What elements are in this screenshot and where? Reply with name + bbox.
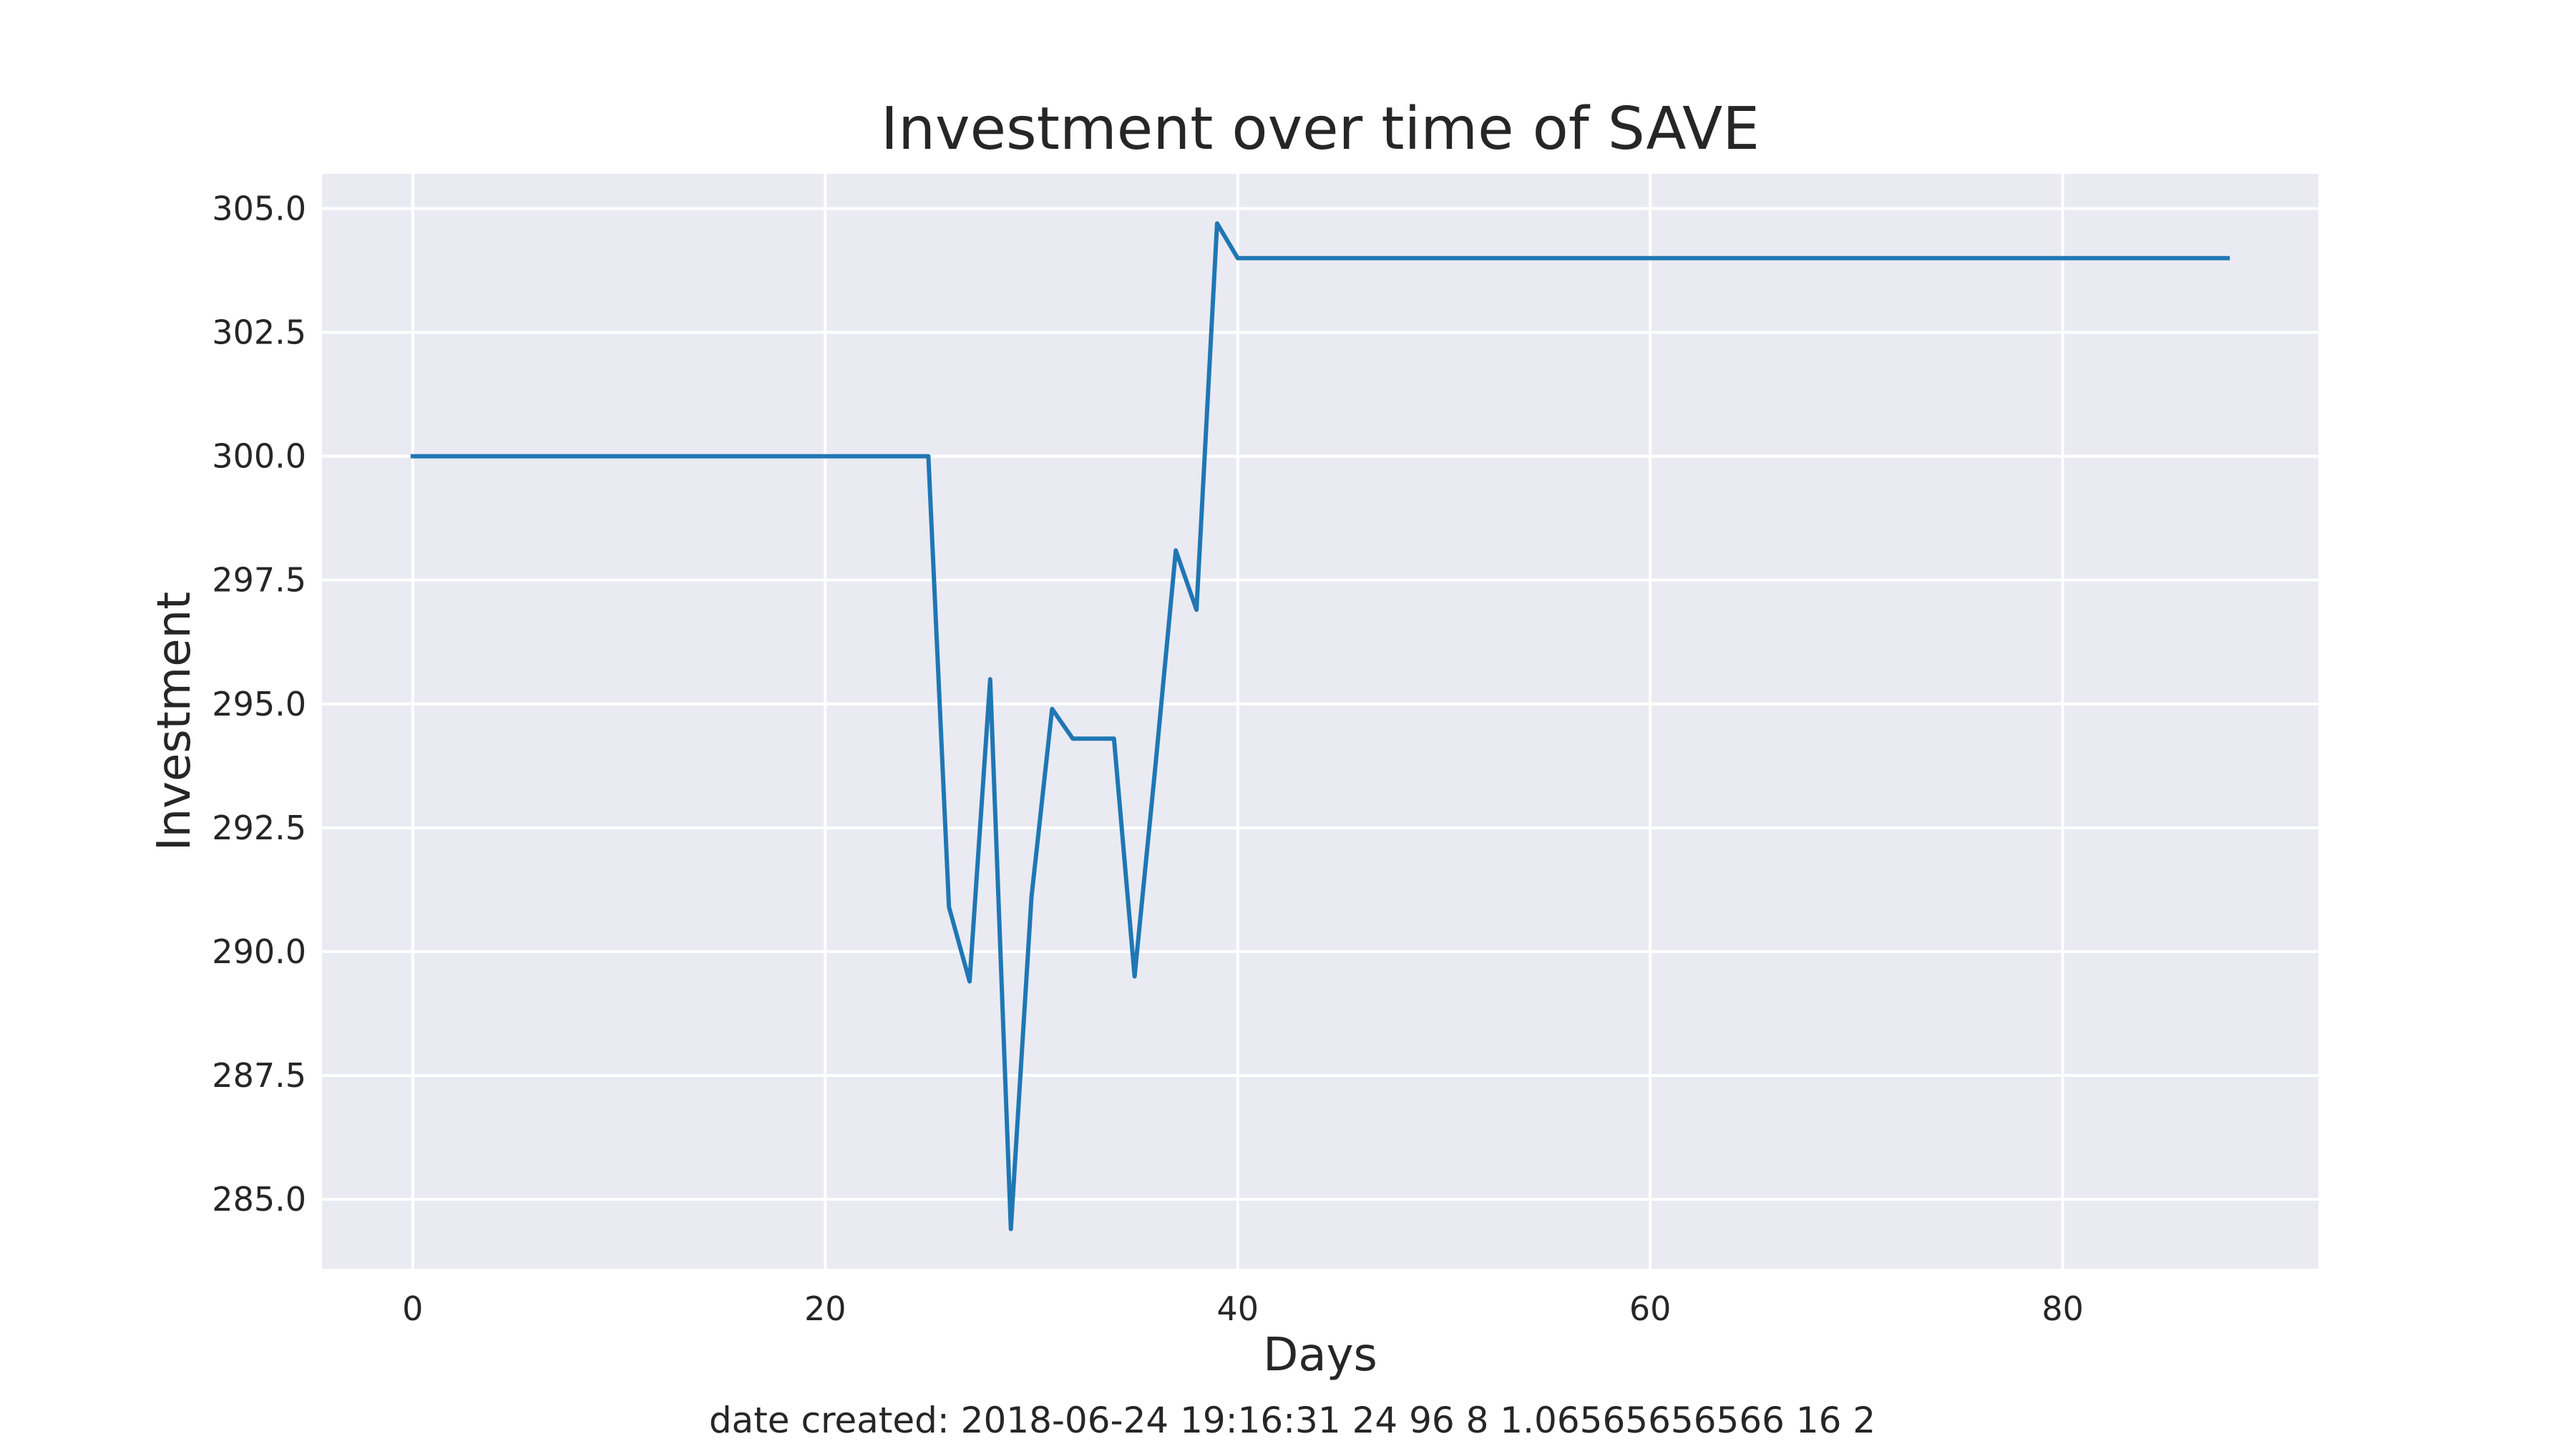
x-tick-label: 60 xyxy=(1629,1289,1672,1328)
investment-series-line xyxy=(410,221,2230,1231)
y-tick-label: 287.5 xyxy=(212,1056,306,1095)
y-tick-label: 295.0 xyxy=(212,685,306,723)
chart-title: Investment over time of SAVE xyxy=(881,95,1760,163)
y-tick-label: 290.0 xyxy=(212,932,306,971)
x-axis-label: Days xyxy=(1263,1329,1377,1382)
y-tick-label: 285.0 xyxy=(212,1180,306,1219)
y-tick-label: 297.5 xyxy=(212,561,306,600)
y-tick-label: 305.0 xyxy=(212,189,306,228)
x-tick-labels: 0 20 40 60 80 xyxy=(402,1289,2084,1328)
y-tick-label: 292.5 xyxy=(212,809,306,847)
y-tick-label: 300.0 xyxy=(212,437,306,476)
x-tick-label: 80 xyxy=(2041,1289,2084,1328)
series-layer xyxy=(410,221,2230,1231)
plot-area xyxy=(322,174,2318,1269)
y-tick-label: 302.5 xyxy=(212,313,306,352)
y-tick-labels: 285.0 287.5 290.0 292.5 295.0 297.5 300.0 302.5… xyxy=(212,189,306,1219)
date-created-footer: date created: 2018-06-24 19:16:31 24 96 … xyxy=(709,1400,1875,1441)
x-tick-label: 20 xyxy=(804,1289,847,1328)
y-axis-label: Investment xyxy=(148,592,201,852)
x-tick-label: 40 xyxy=(1216,1289,1259,1328)
x-tick-label: 0 xyxy=(402,1289,423,1328)
